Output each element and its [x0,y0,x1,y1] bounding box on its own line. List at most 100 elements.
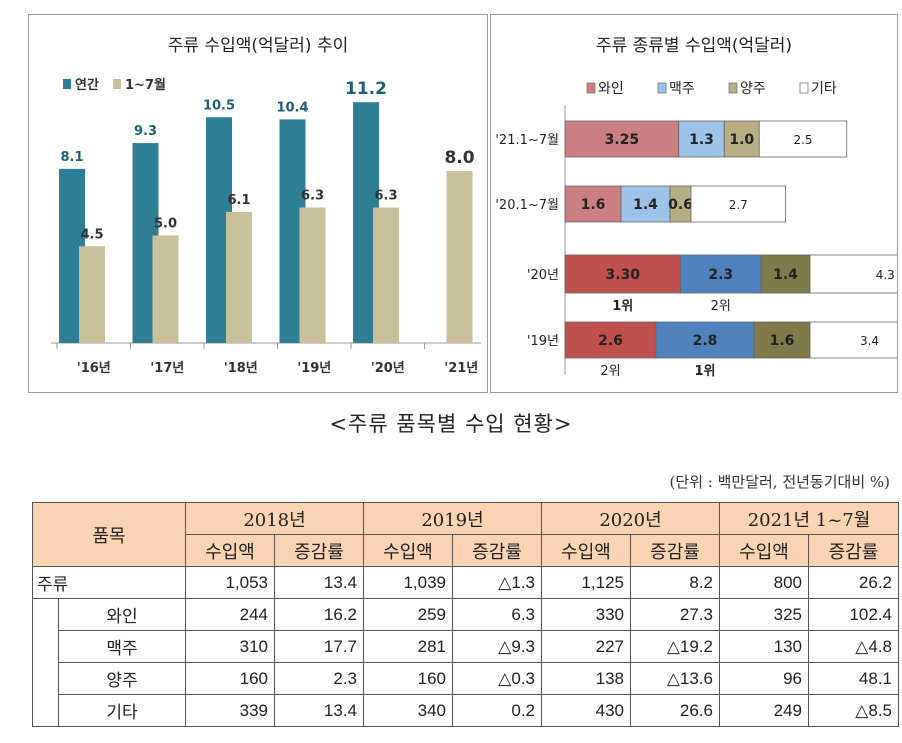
sub-header-rate: 증감률 [452,534,542,567]
indent-cell [32,598,59,631]
year-header: 2018년 [185,502,364,535]
table-cell: 0.2 [452,694,542,727]
bar-segment-beer [620,185,671,223]
legend-label: 기타 [811,81,837,97]
table-cell: 160 [363,662,453,695]
segment-label: 1.4 [633,197,658,213]
table-cell: 6.3 [452,598,542,631]
row-label: 와인 [58,598,186,631]
table-cell: 17.7 [274,630,364,663]
table-cell: △8.5 [807,694,900,727]
rank-annotation: 1위 [694,364,715,379]
legend-swatch [586,82,596,94]
table-cell: 26.2 [807,566,900,599]
table-cell: 48.1 [807,662,900,695]
data-label: 10.4 [276,100,308,115]
item-header: 품목 [32,502,186,567]
table-row: 주류 1,053 13.4 1,039 △1.3 1,125 8.2 800 2… [32,566,900,599]
table-cell: 259 [363,598,453,631]
segment-label: 2.3 [708,267,733,283]
bar-segment-liquor [753,321,811,359]
table-cell: △4.8 [807,630,900,663]
table-cell: 96 [719,662,809,695]
table-cell: 138 [541,662,631,695]
rank-annotation: 2위 [711,299,731,314]
legend-swatch [728,82,738,94]
year-header: 2019년 [363,502,542,535]
segment-label: 3.4 [860,334,879,348]
bar-segment-beer [680,254,762,294]
table-unit-note: (단위 : 백만달러, 전년동기대비 %) [669,473,890,491]
import-stats-table: 품목 2018년 2019년 2020년 2021년 1~7월 수입액 증감률 … [32,502,900,727]
segment-label: 1.6 [581,197,606,213]
y-tick-label: '20.1~7월 [495,198,559,213]
table-cell: 310 [185,630,275,663]
table-cell: 244 [185,598,275,631]
data-label: 10.5 [203,98,235,113]
table-cell: △0.3 [452,662,542,695]
row-label: 맥주 [58,630,186,663]
row-label: 기타 [58,694,186,727]
bar-segment-liquor [760,254,811,294]
table-row: 와인 244 16.2 259 6.3 330 27.3 325 102.4 [32,598,900,631]
bar-segment-beer [678,120,725,158]
x-tick-label: '20년 [371,361,405,376]
table-cell: △9.3 [452,630,542,663]
segment-label: 2.6 [598,333,623,349]
data-label: 5.0 [154,217,177,232]
table-cell: 8.2 [630,566,720,599]
legend-swatch [799,82,809,94]
year-header: 2021년 1~7월 [718,502,900,535]
table-cell: 27.3 [630,598,720,631]
segment-label: 0.6 [668,197,693,213]
table-cell: 800 [719,566,809,599]
segment-label: 3.25 [605,132,640,148]
legend-label: 1~7월 [125,77,166,93]
legend-swatch [113,79,121,89]
segment-label: 1.6 [770,333,795,349]
rank-annotation: 1위 [612,299,633,314]
legend-label: 연간 [75,77,99,93]
x-tick-label: '21년 [444,361,478,376]
annual-trend-chart-panel: 주류 수입액(억달러) 추이 연간 1~7월 '16년 8.1 4.5 '17년 9.3 5.0… [28,14,499,393]
table-cell: 2.3 [274,662,364,695]
bar-segment-wine [564,254,681,294]
x-tick-label: '18년 [224,361,258,376]
bar-jan-jul [152,235,179,343]
indent-cell [32,630,59,663]
table-cell: △1.3 [452,566,542,599]
segment-label: 1.4 [773,267,798,283]
legend-label: 맥주 [669,81,695,97]
table-cell: 16.2 [274,598,364,631]
table-cell: 1,053 [185,566,275,599]
data-label: 6.3 [301,189,324,204]
sub-header-rate: 증감률 [807,534,900,567]
data-label: 8.1 [60,150,83,165]
chart-title: 주류 수입액(억달러) 추이 [168,36,348,56]
bar-segment-other [758,120,848,158]
data-label: 6.1 [227,193,250,208]
table-row: 맥주 310 17.7 281 △9.3 227 △19.2 130 △4.8 [32,630,900,663]
table-cell: 281 [363,630,453,663]
sub-header-rate: 증감률 [630,534,720,567]
segment-label: 2.8 [693,333,718,349]
segment-label: 4.3 [876,268,895,282]
bar-segment-other [809,321,902,359]
legend-swatch [63,79,71,89]
table-cell: △19.2 [630,630,720,663]
category-breakdown-chart: 주류 종류별 수입액(억달러) 와인 맥주 양주 기타 '21.1~7월 3.25 1.3 1.… [495,36,902,379]
bar-jan-jul [373,207,399,343]
legend-label: 양주 [740,81,766,97]
y-tick-label: '20년 [527,268,559,283]
sub-header-amount: 수입액 [541,534,631,567]
segment-label: 3.30 [605,267,640,283]
data-label: 9.3 [134,124,157,139]
year-header: 2020년 [541,502,720,535]
table-cell: △13.6 [630,662,720,695]
bar-segment-other [809,254,902,294]
legend-swatch [657,82,667,94]
segment-label: 2.5 [793,133,812,147]
table-cell: 26.6 [630,694,720,727]
y-tick-label: '21.1~7월 [495,133,559,148]
